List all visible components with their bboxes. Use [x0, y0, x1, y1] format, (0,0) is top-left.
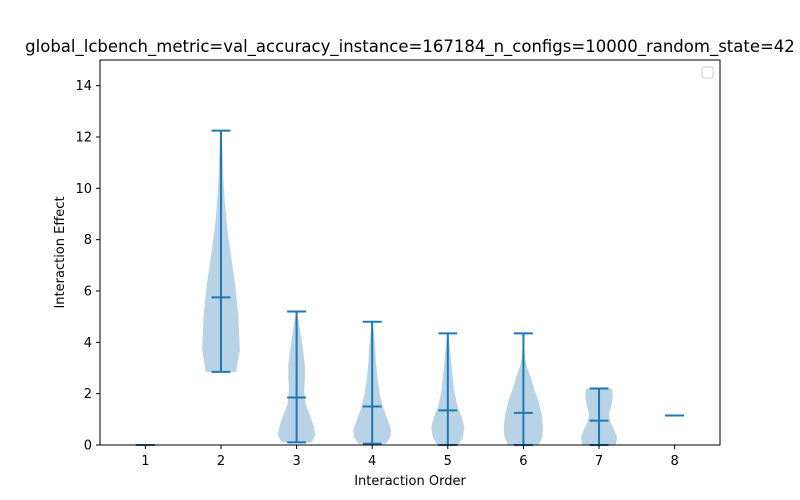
x-tick-label-2: 2	[217, 454, 225, 469]
violin-6	[503, 332, 544, 446]
y-tick-label-12: 12	[75, 131, 92, 146]
chart-title: global_lcbench_metric=val_accuracy_insta…	[25, 37, 795, 57]
y-axis-label: Interaction Effect	[53, 196, 68, 308]
x-tick-label-8: 8	[670, 454, 678, 469]
plot-area-frame	[99, 59, 721, 446]
y-tick-label-4: 4	[84, 336, 92, 351]
legend-box	[701, 66, 714, 79]
x-axis-ticks: 1 2 3 4 5 6 7 8	[141, 445, 679, 469]
y-tick-label-2: 2	[84, 387, 92, 402]
x-tick-label-5: 5	[444, 454, 452, 469]
x-axis-label: Interaction Order	[354, 474, 466, 489]
y-tick-label-6: 6	[84, 285, 92, 300]
y-tick-label-10: 10	[75, 182, 92, 197]
y-tick-label-0: 0	[84, 439, 92, 454]
y-tick-label-8: 8	[84, 233, 92, 248]
axes-layer	[99, 59, 721, 446]
x-tick-label-1: 1	[141, 454, 149, 469]
violin-3	[277, 310, 316, 444]
violin-2	[202, 129, 240, 373]
x-tick-label-7: 7	[595, 454, 603, 469]
y-axis-ticks: 0 2 4 6 8 10 12 14	[75, 79, 100, 454]
x-tick-label-4: 4	[368, 454, 376, 469]
violin-4	[353, 320, 392, 445]
x-tick-label-6: 6	[519, 454, 527, 469]
y-tick-label-14: 14	[75, 79, 92, 94]
x-tick-label-3: 3	[292, 454, 300, 469]
